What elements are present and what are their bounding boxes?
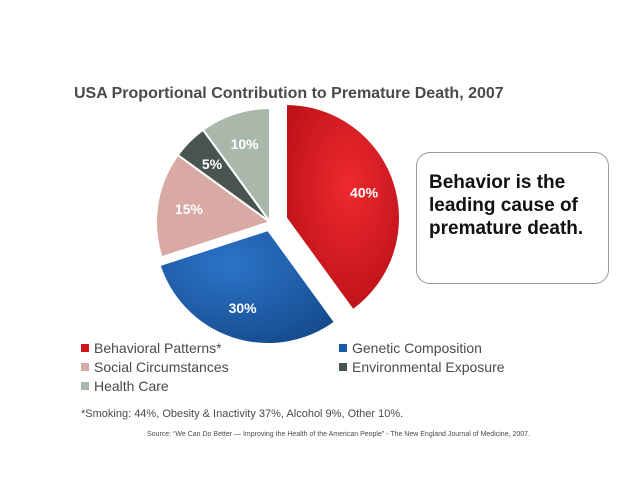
slice-label-social: 15% <box>175 201 204 217</box>
chart-title: USA Proportional Contribution to Prematu… <box>74 85 504 102</box>
legend-swatch-genetic <box>339 344 347 352</box>
legend-swatch-social <box>81 363 89 371</box>
footnote: *Smoking: 44%, Obesity & Inactivity 37%,… <box>81 408 404 420</box>
pie-slice-health <box>201 106 271 226</box>
legend-swatch-health <box>81 382 89 390</box>
legend-item-environmental: Environmental Exposure <box>339 359 505 375</box>
legend-label-behavioral: Behavioral Patterns* <box>94 340 222 356</box>
legend-label-social: Social Circumstances <box>94 359 229 375</box>
pie-slice-social <box>155 153 273 259</box>
callout-box: Behavior is the leading cause of prematu… <box>416 152 609 284</box>
slice-label-behavioral: 40% <box>350 185 379 201</box>
pie-slice-genetic <box>158 228 337 345</box>
legend-swatch-environmental <box>339 363 347 371</box>
legend-item-social: Social Circumstances <box>81 359 229 375</box>
slice-label-environmental: 5% <box>202 156 223 172</box>
pie-slice-behavioral <box>285 102 401 312</box>
source-citation: Source: “We Can Do Better — Improving th… <box>147 431 530 438</box>
legend-label-genetic: Genetic Composition <box>352 340 482 356</box>
slice-label-health: 10% <box>231 136 260 152</box>
legend-label-environmental: Environmental Exposure <box>352 359 505 375</box>
legend-item-health: Health Care <box>81 378 169 394</box>
legend-item-behavioral: Behavioral Patterns* <box>81 340 222 356</box>
slice-label-genetic: 30% <box>229 300 258 316</box>
legend-swatch-behavioral <box>81 344 89 352</box>
legend-item-genetic: Genetic Composition <box>339 340 482 356</box>
callout-text: Behavior is the leading cause of prematu… <box>429 172 584 239</box>
legend-label-health: Health Care <box>94 378 169 394</box>
